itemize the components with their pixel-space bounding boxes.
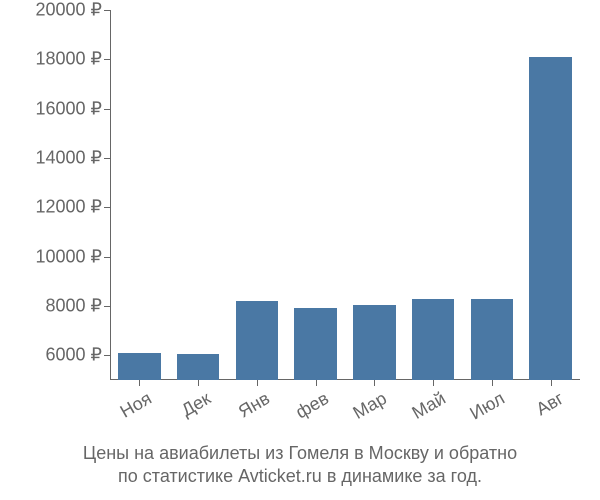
y-tick-label: 18000 ₽ (35, 49, 102, 70)
bar (353, 305, 395, 380)
y-tick-label: 6000 ₽ (46, 345, 103, 366)
x-tick-mark (139, 380, 140, 386)
x-tick-label: Май (396, 388, 450, 431)
x-tick-mark (257, 380, 258, 386)
x-tick-label: фев (278, 388, 332, 431)
x-tick-mark (198, 380, 199, 386)
x-tick-label: Авг (513, 388, 567, 431)
y-tick-label: 16000 ₽ (35, 98, 102, 119)
caption-line-1: Цены на авиабилеты из Гомеля в Москву и … (83, 443, 517, 463)
bar (471, 299, 513, 380)
y-tick-mark (104, 109, 110, 110)
y-tick-mark (104, 207, 110, 208)
y-tick-mark (104, 355, 110, 356)
y-tick-mark (104, 59, 110, 60)
y-tick-mark (104, 306, 110, 307)
x-tick-label: Дек (161, 388, 215, 431)
plot-area: 6000 ₽8000 ₽10000 ₽12000 ₽14000 ₽16000 ₽… (110, 10, 580, 380)
bar (412, 299, 454, 380)
bar (236, 301, 278, 380)
x-tick-mark (492, 380, 493, 386)
x-tick-mark (374, 380, 375, 386)
y-tick-label: 20000 ₽ (35, 0, 102, 21)
y-tick-label: 14000 ₽ (35, 148, 102, 169)
x-tick-label: Июл (455, 388, 509, 431)
y-tick-label: 10000 ₽ (35, 246, 102, 267)
x-tick-mark (433, 380, 434, 386)
y-tick-label: 12000 ₽ (35, 197, 102, 218)
caption-line-2: по статистике Avticket.ru в динамике за … (118, 466, 482, 486)
x-tick-mark (316, 380, 317, 386)
price-chart: 6000 ₽ 8000 ₽ 10000 ₽ 12000 ₽ 14000 ₽ 16000 ₽… (0, 0, 600, 500)
chart-caption: Цены на авиабилеты из Гомеля в Москву и … (0, 442, 600, 489)
y-tick-mark (104, 257, 110, 258)
bar (177, 354, 219, 380)
bar (294, 308, 336, 380)
y-axis-line (110, 10, 111, 380)
y-tick-mark (104, 158, 110, 159)
x-tick-label: Мар (337, 388, 391, 431)
x-tick-mark (551, 380, 552, 386)
y-tick-label: 8000 ₽ (46, 296, 103, 317)
y-tick-mark (104, 10, 110, 11)
bar (118, 353, 160, 380)
x-tick-label: Ноя (102, 388, 156, 431)
x-tick-label: Янв (220, 388, 274, 431)
bar (529, 57, 571, 380)
